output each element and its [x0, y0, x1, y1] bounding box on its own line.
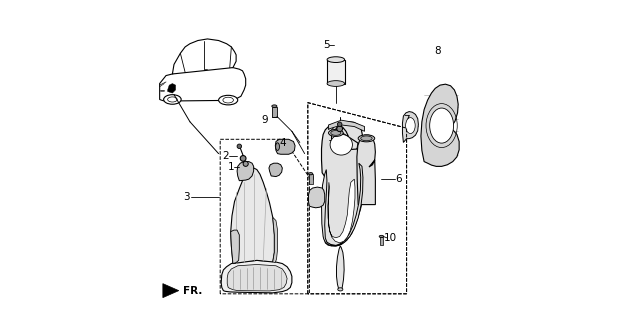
Polygon shape: [167, 84, 175, 93]
Text: 3: 3: [183, 192, 190, 202]
Polygon shape: [402, 112, 419, 142]
Polygon shape: [163, 284, 179, 298]
Text: 1: 1: [228, 162, 234, 172]
Polygon shape: [309, 187, 325, 208]
Ellipse shape: [328, 129, 343, 136]
Text: FR.: FR.: [183, 286, 202, 296]
Ellipse shape: [331, 155, 351, 178]
Polygon shape: [309, 174, 313, 184]
Ellipse shape: [327, 57, 345, 62]
Ellipse shape: [309, 172, 313, 175]
Text: 9: 9: [261, 115, 268, 124]
Circle shape: [243, 161, 248, 166]
Ellipse shape: [327, 81, 345, 86]
Text: 6: 6: [396, 174, 402, 184]
Text: 10: 10: [383, 233, 397, 243]
Text: 5: 5: [323, 40, 330, 50]
Polygon shape: [337, 246, 344, 291]
Ellipse shape: [272, 105, 277, 108]
Polygon shape: [237, 162, 254, 181]
Text: 1: 1: [328, 133, 335, 143]
Polygon shape: [231, 168, 274, 264]
Polygon shape: [322, 163, 363, 246]
Ellipse shape: [164, 95, 181, 104]
Ellipse shape: [358, 135, 374, 142]
Ellipse shape: [167, 97, 177, 102]
Ellipse shape: [330, 134, 353, 155]
Polygon shape: [421, 84, 459, 166]
Ellipse shape: [331, 131, 341, 135]
Polygon shape: [327, 60, 345, 84]
Ellipse shape: [218, 95, 238, 105]
Polygon shape: [308, 90, 413, 300]
Polygon shape: [328, 179, 355, 243]
Polygon shape: [231, 230, 239, 264]
Ellipse shape: [276, 143, 279, 150]
Ellipse shape: [430, 108, 453, 143]
Polygon shape: [227, 265, 287, 291]
Ellipse shape: [223, 97, 233, 103]
Text: 7: 7: [402, 115, 409, 125]
Polygon shape: [328, 120, 364, 131]
Polygon shape: [357, 135, 375, 204]
Circle shape: [338, 122, 342, 126]
Ellipse shape: [406, 118, 415, 133]
Polygon shape: [160, 66, 246, 101]
Ellipse shape: [379, 235, 384, 237]
Text: 8: 8: [435, 46, 441, 56]
Circle shape: [337, 126, 343, 132]
Ellipse shape: [338, 288, 343, 291]
Polygon shape: [273, 217, 277, 263]
Polygon shape: [379, 237, 383, 245]
Ellipse shape: [361, 136, 372, 141]
Circle shape: [237, 144, 241, 148]
Polygon shape: [272, 107, 277, 117]
Polygon shape: [325, 127, 358, 244]
Polygon shape: [276, 139, 295, 154]
Polygon shape: [269, 163, 282, 177]
Polygon shape: [323, 174, 355, 246]
Polygon shape: [322, 122, 366, 246]
Text: 4: 4: [279, 139, 285, 148]
Polygon shape: [172, 39, 236, 74]
Text: 2: 2: [222, 151, 229, 161]
Text: 9: 9: [307, 174, 314, 184]
Text: 2: 2: [328, 124, 335, 134]
Circle shape: [240, 156, 246, 161]
Polygon shape: [221, 260, 292, 293]
